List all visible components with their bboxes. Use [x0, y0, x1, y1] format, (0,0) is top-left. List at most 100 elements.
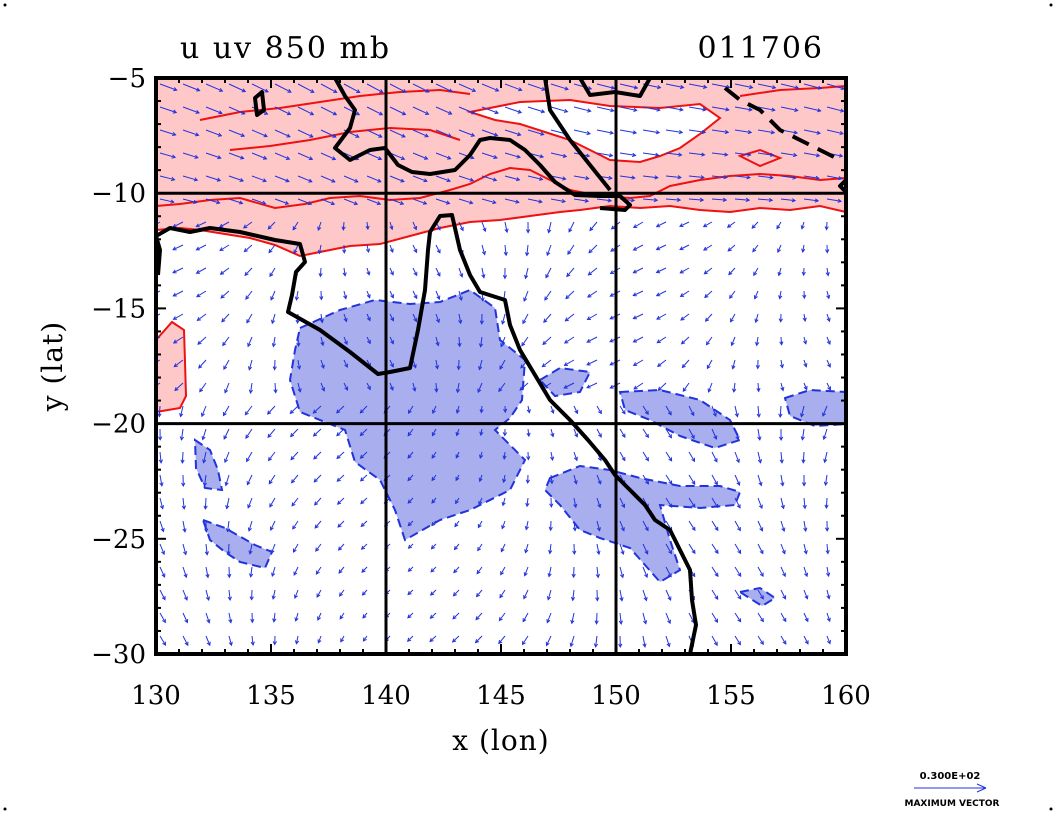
wind-vector-arrow	[407, 497, 414, 504]
wind-vector-arrow	[341, 659, 344, 665]
wind-vector-arrow	[596, 497, 602, 509]
wind-vector-arrow	[366, 129, 383, 138]
wind-vector-arrow	[182, 175, 199, 182]
wind-vector-arrow	[195, 221, 207, 228]
wind-vector-arrow	[850, 153, 865, 158]
wind-vector-arrow	[434, 382, 439, 393]
wind-vector-arrow	[294, 612, 299, 622]
wind-vector-arrow	[688, 451, 696, 463]
wind-vector-arrow	[156, 313, 161, 317]
wind-vector-arrow	[824, 221, 829, 231]
wind-vector-arrow	[501, 497, 506, 507]
wind-vector-arrow	[826, 635, 831, 645]
wind-vector-arrow	[826, 106, 845, 113]
wind-vector-arrow	[172, 244, 184, 251]
wind-vector-arrow	[563, 359, 575, 366]
wind-vector-arrow	[481, 198, 497, 205]
wind-vector-arrow	[757, 543, 764, 555]
wind-vector-arrow	[568, 221, 575, 233]
wind-vector-arrow	[593, 635, 599, 648]
wind-vector-arrow	[156, 382, 161, 387]
wind-vector-arrow	[642, 106, 661, 112]
wind-vector-arrow	[527, 175, 544, 181]
wind-vector-arrow	[756, 382, 761, 393]
wind-vector-arrow	[803, 635, 809, 645]
wind-vector-arrow	[502, 474, 507, 484]
wind-vector-arrow	[435, 290, 441, 301]
wind-vector-arrow	[407, 566, 414, 572]
wind-vector-arrow	[777, 244, 782, 254]
x-tick-label: 130	[131, 681, 181, 711]
wind-vector-arrow	[315, 566, 322, 575]
wind-vector-arrow	[523, 566, 529, 577]
wind-vector-arrow	[642, 612, 648, 625]
wind-vector-arrow	[173, 359, 184, 368]
wind-vector-arrow	[541, 359, 552, 368]
wind-vector-arrow	[757, 474, 763, 487]
wind-vector-arrow	[271, 336, 276, 348]
wind-vector-arrow	[665, 129, 684, 135]
wind-vector-arrow	[407, 543, 414, 549]
wind-vector-arrow	[198, 359, 207, 369]
wind-vector-arrow	[573, 474, 578, 485]
wind-vector-arrow	[780, 589, 787, 600]
wind-vector-arrow	[274, 106, 292, 116]
wind-vector-arrow	[251, 659, 254, 668]
wind-vector-arrow	[573, 198, 590, 203]
wind-vector-arrow	[249, 566, 254, 578]
wind-vector-arrow	[320, 152, 337, 161]
x-tick-labels: 130 135 140 145 150 155 160	[131, 681, 871, 711]
wind-vector-arrow	[228, 612, 233, 624]
wind-vector-arrow	[226, 543, 231, 556]
y-tick-label: −30	[91, 640, 146, 670]
wind-vector-arrow	[205, 566, 210, 579]
wind-vector-arrow	[780, 612, 787, 623]
wind-vector-arrow	[364, 659, 368, 665]
wind-vector-arrow	[181, 474, 186, 488]
wind-vector-arrow	[801, 451, 806, 464]
wind-vector-arrow	[181, 497, 186, 510]
wind-vector-arrow	[545, 635, 552, 647]
wind-vector-arrow	[205, 83, 224, 92]
wind-vector-arrow	[679, 244, 690, 251]
wind-vector-arrow	[430, 659, 436, 665]
wind-vector-arrow	[182, 83, 201, 92]
wind-vector-arrow	[757, 520, 764, 532]
wind-vector-arrow	[734, 106, 753, 112]
wind-vector-arrow	[804, 659, 808, 666]
wind-vector-arrow	[728, 267, 736, 276]
wind-vector-arrow	[679, 290, 690, 297]
wind-vector-arrow	[292, 221, 299, 231]
wind-vector-arrow	[803, 382, 808, 391]
wind-vector-arrow	[735, 659, 740, 668]
wind-vector-arrow	[688, 152, 706, 157]
wind-vector-arrow	[524, 543, 529, 554]
wind-vector-arrow	[320, 175, 336, 183]
wind-vector-arrow	[271, 313, 276, 325]
wind-vector-arrow	[642, 129, 661, 135]
wind-vector-arrow	[802, 313, 807, 323]
wind-vector-arrow	[679, 221, 690, 227]
wind-vector-arrow	[596, 83, 616, 90]
wind-vector-arrow	[366, 313, 371, 322]
wind-vector-arrow	[156, 221, 161, 226]
wind-vector-arrow	[573, 129, 592, 136]
wind-vector-arrow	[573, 106, 592, 113]
wind-vector-arrow	[343, 106, 361, 116]
wind-vector-arrow	[292, 520, 299, 530]
wind-vector-arrow	[826, 290, 831, 300]
wind-vector-arrow	[780, 635, 787, 645]
wind-vector-arrow	[711, 589, 719, 600]
wind-vector-arrow	[665, 197, 682, 203]
wind-vector-arrow	[850, 84, 867, 90]
wind-vector-arrow	[182, 635, 189, 647]
wind-vector-arrow	[586, 313, 598, 321]
max-vector-caption: MAXIMUM VECTOR	[904, 799, 999, 809]
wind-vector-arrow	[729, 290, 736, 300]
wind-vector-arrow	[289, 428, 299, 438]
wind-vector-arrow	[711, 428, 718, 440]
wind-vector-arrow	[227, 589, 232, 602]
wind-vector-arrow	[619, 129, 638, 135]
wind-vector-arrow	[502, 267, 508, 280]
plot-area	[156, 78, 867, 668]
